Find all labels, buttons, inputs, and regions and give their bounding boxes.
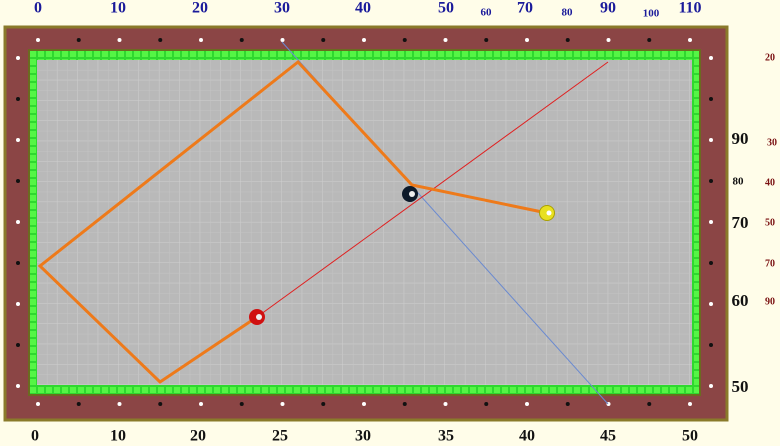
diamond — [709, 302, 713, 306]
right-label-2: 70 — [765, 258, 775, 269]
top-label: 40 — [355, 0, 371, 17]
top-label: 110 — [678, 0, 701, 17]
right-label-2: 40 — [765, 177, 775, 188]
right-label: 70 — [732, 213, 749, 232]
diamond — [565, 402, 570, 406]
top-label: 60 — [481, 7, 493, 19]
bottom-label: 50 — [682, 428, 698, 445]
diamond — [239, 402, 244, 406]
diamond — [688, 38, 692, 42]
ball-spot — [546, 210, 552, 216]
diamond — [280, 402, 285, 406]
diamond — [280, 38, 285, 42]
top-label: 50 — [438, 0, 454, 17]
diamond — [443, 38, 448, 42]
bottom-label: 35 — [438, 428, 454, 445]
diamond — [709, 261, 713, 265]
diamond — [606, 38, 611, 42]
diamond — [76, 38, 81, 42]
diamond — [484, 38, 489, 42]
cloth — [37, 60, 692, 385]
right-label-2: 50 — [765, 217, 775, 228]
right-label-2: 90 — [765, 296, 775, 307]
diamond — [709, 97, 713, 101]
diamond — [158, 402, 163, 406]
diamond — [321, 38, 326, 42]
ball-spot — [256, 314, 262, 320]
diamond — [16, 220, 20, 224]
diamond — [688, 402, 692, 406]
diamond — [16, 97, 20, 101]
top-label: 0 — [34, 0, 42, 17]
top-label: 30 — [274, 0, 290, 17]
ball-path — [37, 59, 548, 384]
diamond — [16, 56, 20, 60]
diamond — [16, 179, 20, 183]
diamond — [321, 402, 326, 406]
diamond — [709, 343, 713, 347]
bottom-label: 30 — [355, 428, 371, 445]
top-label: 70 — [517, 0, 533, 17]
bottom-label: 45 — [600, 428, 616, 445]
diamond — [565, 38, 570, 42]
diamond — [36, 38, 40, 42]
diamond — [239, 38, 244, 42]
diamond — [525, 38, 529, 42]
diamond — [647, 402, 652, 406]
bottom-label: 20 — [190, 428, 206, 445]
diamond — [76, 402, 81, 406]
diamond — [199, 402, 203, 406]
diamond — [16, 343, 20, 347]
right-label-2: 20 — [765, 52, 775, 63]
diamond — [158, 38, 163, 42]
diamond — [16, 138, 20, 142]
diamond — [709, 220, 713, 224]
right-label-2: 30 — [767, 137, 777, 148]
diamonds — [16, 38, 713, 406]
right-label: 90 — [732, 129, 749, 148]
bottom-label: 25 — [272, 428, 288, 445]
ball-spot — [409, 191, 415, 197]
top-label: 100 — [643, 8, 660, 20]
diamond — [402, 402, 407, 406]
top-label: 90 — [600, 0, 616, 17]
diamond — [709, 384, 713, 388]
diamond — [362, 402, 366, 406]
diamond — [443, 402, 448, 406]
top-label: 10 — [110, 0, 126, 17]
diamond — [402, 38, 407, 42]
diamond — [16, 302, 20, 306]
diamond — [647, 38, 652, 42]
diamond — [362, 38, 366, 42]
diamond — [525, 402, 529, 406]
right-label: 50 — [732, 377, 749, 396]
diamond — [709, 138, 713, 142]
diamond — [709, 179, 713, 183]
bottom-label: 40 — [519, 428, 535, 445]
bottom-label: 0 — [31, 428, 39, 445]
diamond — [16, 261, 20, 265]
diamond — [709, 56, 713, 60]
top-label: 80 — [562, 7, 574, 19]
diamond — [199, 38, 203, 42]
diamond — [117, 402, 122, 406]
diamond — [36, 402, 40, 406]
diamond — [16, 384, 20, 388]
right-label: 80 — [733, 176, 745, 188]
diamond — [484, 402, 489, 406]
bottom-label: 10 — [110, 428, 126, 445]
diamond — [117, 38, 122, 42]
right-label: 60 — [732, 291, 749, 310]
top-label: 20 — [192, 0, 208, 17]
